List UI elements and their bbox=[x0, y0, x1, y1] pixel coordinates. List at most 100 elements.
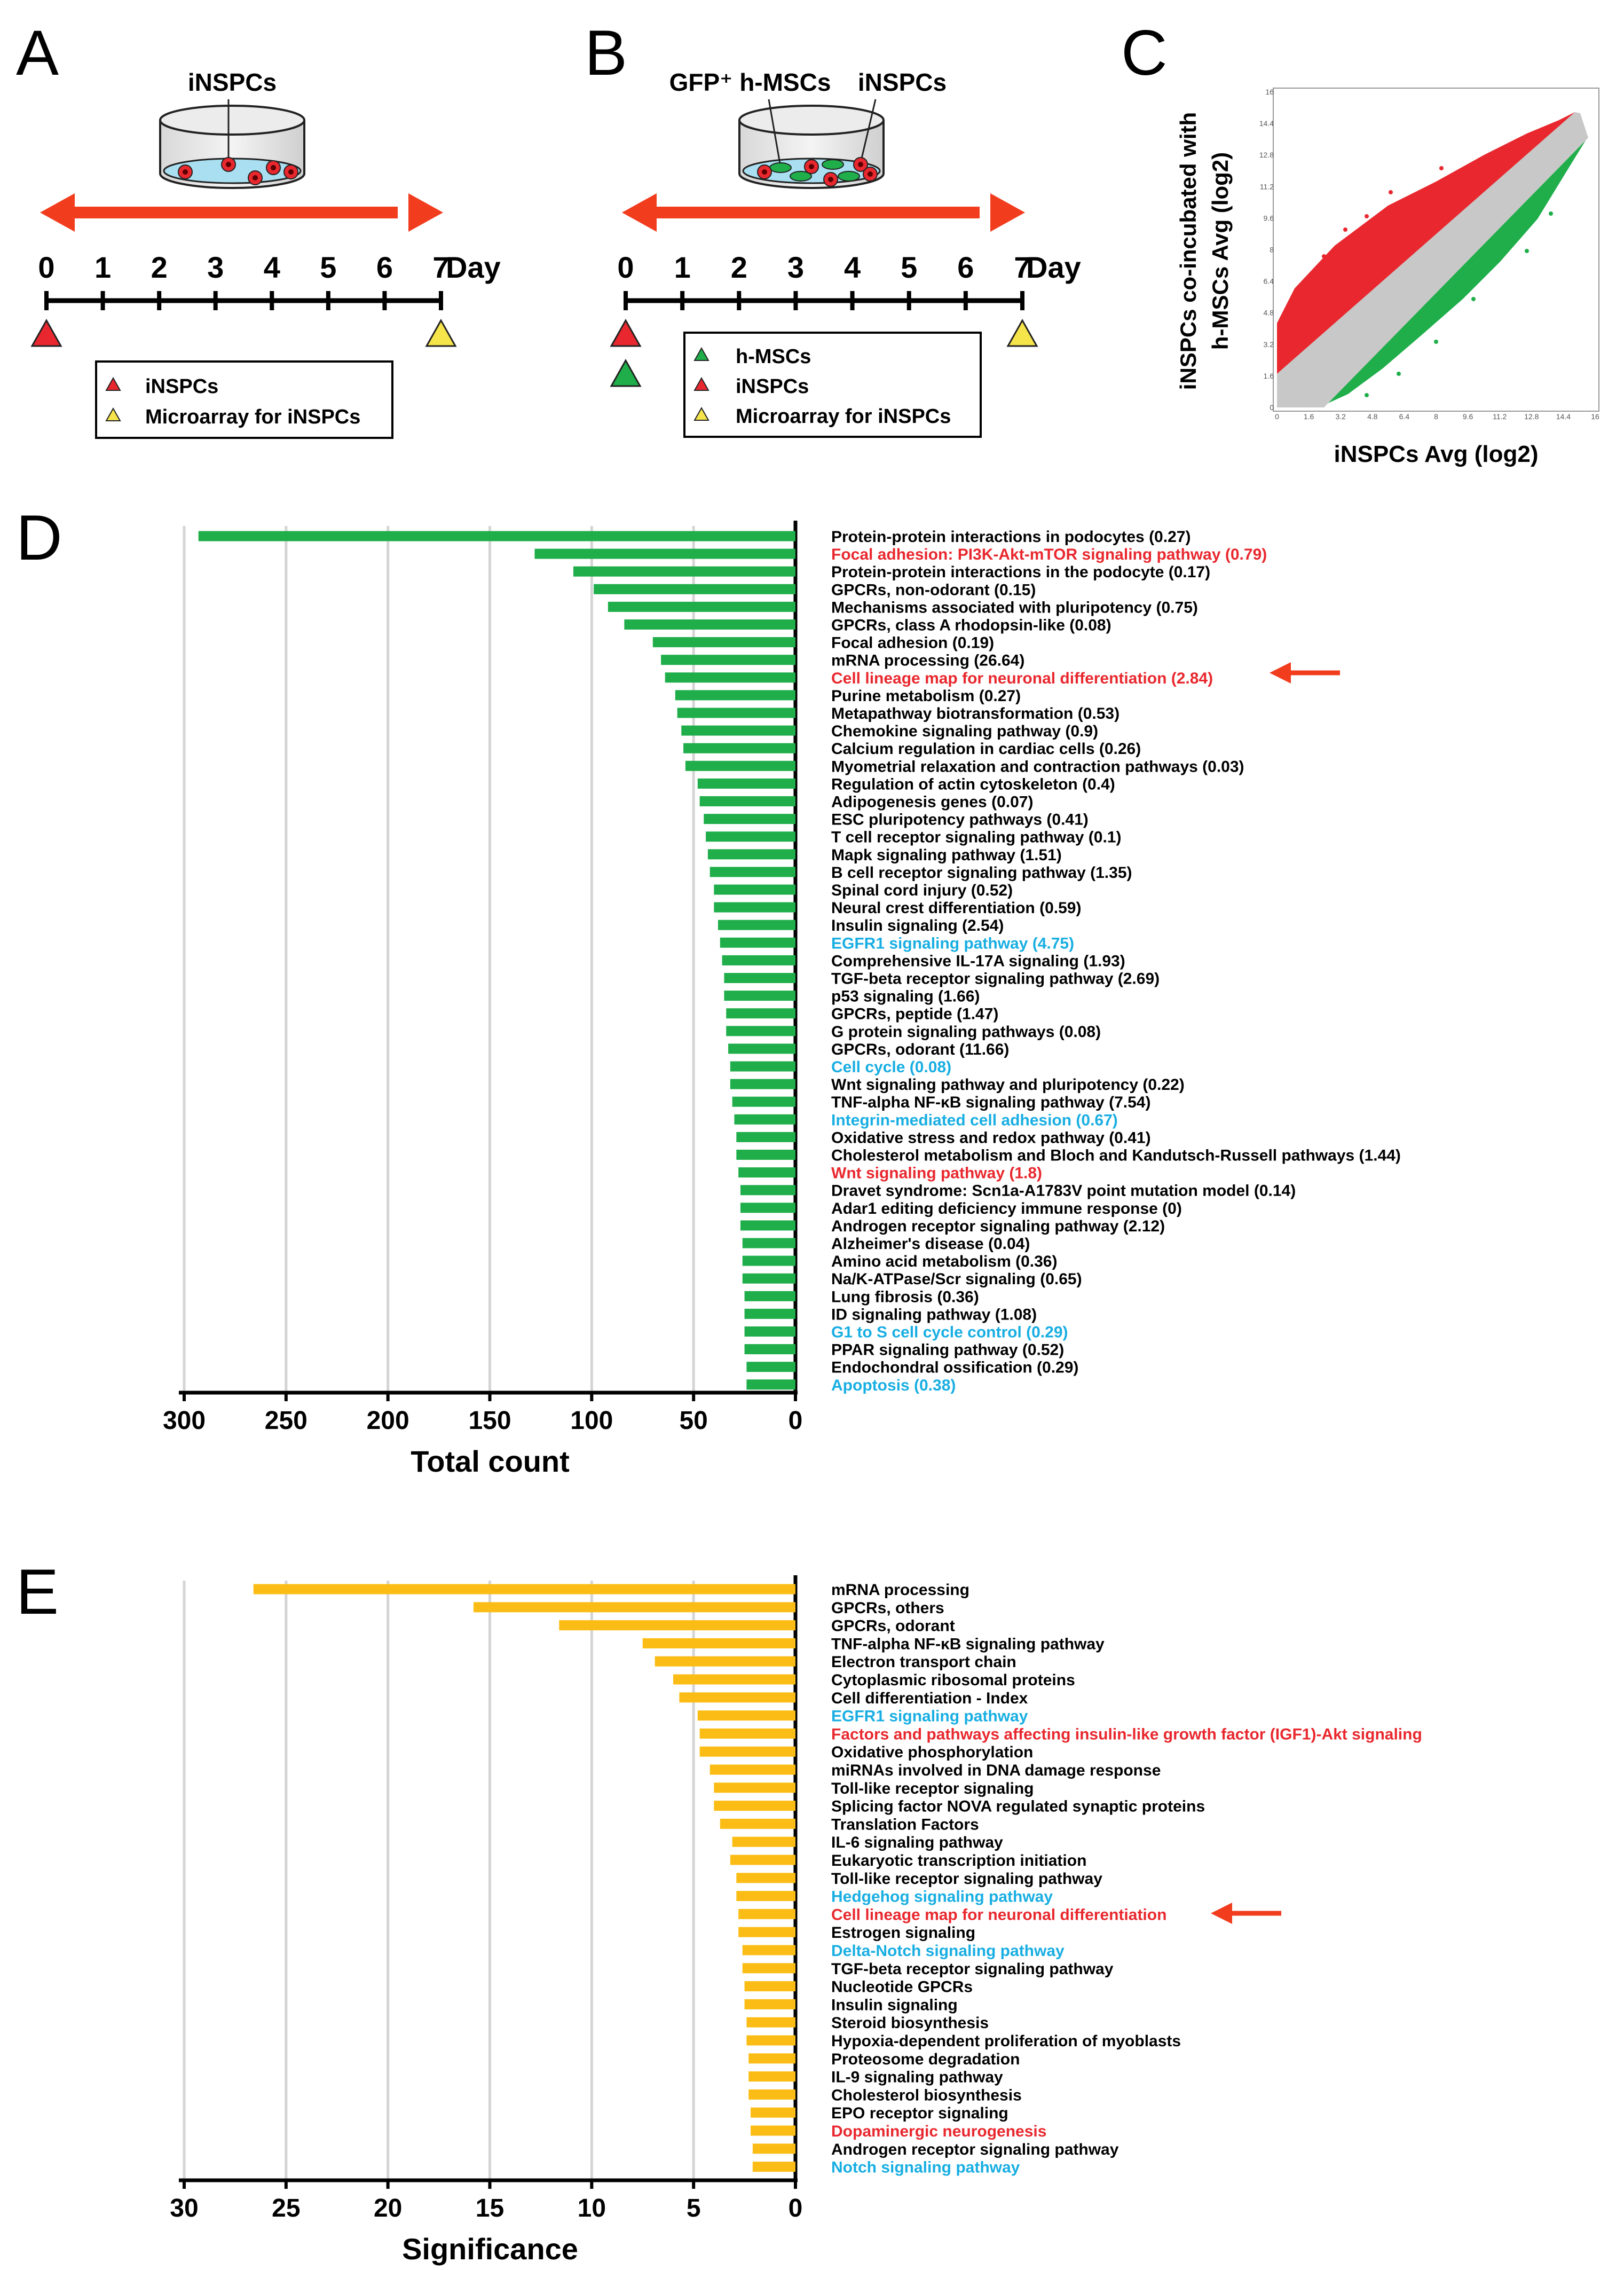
category-label: Steroid biosynthesis bbox=[831, 2014, 989, 2032]
category-label: Oxidative phosphorylation bbox=[831, 1743, 1033, 1761]
bar bbox=[642, 1638, 795, 1648]
x-tick-label: 11.2 bbox=[1493, 412, 1507, 421]
panel-c-unchanged-band bbox=[1277, 112, 1588, 407]
category-label: Endochondral ossification (0.29) bbox=[831, 1359, 1078, 1377]
bar bbox=[726, 1008, 795, 1019]
panel-b-cells bbox=[757, 157, 878, 187]
category-label: IL-9 signaling pathway bbox=[831, 2069, 1003, 2086]
panel-a-legend: iNSPCs Microarray for iNSPCs bbox=[95, 360, 393, 439]
bar bbox=[559, 1620, 795, 1631]
bar bbox=[707, 849, 795, 860]
x-tick-label: 12.8 bbox=[1524, 412, 1539, 421]
y-tick-label: 9.6 bbox=[1264, 214, 1274, 222]
bar bbox=[706, 831, 795, 842]
bar bbox=[740, 1220, 795, 1231]
panel-c-scatter-points bbox=[1306, 166, 1553, 397]
category-label: Apoptosis (0.38) bbox=[831, 1377, 956, 1394]
category-label: Androgen receptor signaling pathway (2.1… bbox=[831, 1218, 1165, 1235]
day-tick-label: 1 bbox=[674, 250, 691, 284]
category-label: Adar1 editing deficiency immune response… bbox=[831, 1200, 1182, 1218]
category-label: Mechanisms associated with pluripotency … bbox=[831, 599, 1198, 616]
day-tick-label: 5 bbox=[901, 250, 917, 284]
category-label: Focal adhesion: PI3K-Akt-mTOR signaling … bbox=[831, 546, 1267, 563]
x-axis-label: Total count bbox=[411, 1444, 570, 1478]
category-label: Purine metabolism (0.27) bbox=[831, 687, 1021, 705]
bar bbox=[720, 937, 795, 948]
panel-b-label: B bbox=[585, 17, 627, 89]
bar bbox=[746, 1362, 795, 1372]
day-tick-label: 0 bbox=[38, 250, 54, 284]
y-tick-label: 16 bbox=[1265, 88, 1274, 96]
x-tick-label: 10 bbox=[578, 2194, 606, 2222]
bar bbox=[742, 1945, 795, 1955]
category-label: Insulin signaling (2.54) bbox=[831, 917, 1004, 934]
category-label: TGF-beta receptor signaling pathway bbox=[831, 1960, 1114, 1978]
x-tick-label: 100 bbox=[570, 1407, 613, 1435]
panel-d-label: D bbox=[16, 502, 62, 574]
bar bbox=[742, 1238, 795, 1248]
category-label: Toll-like receptor signaling bbox=[831, 1780, 1034, 1797]
category-label: Dravet syndrome: Scn1a-A1783V point muta… bbox=[831, 1182, 1296, 1200]
x-tick-label: 0 bbox=[789, 2194, 803, 2222]
bar bbox=[736, 1150, 795, 1160]
category-label: TNF-alpha NF-κB signaling pathway (7.54) bbox=[831, 1094, 1150, 1111]
bar bbox=[740, 1185, 795, 1196]
panel-b-start-marker-red bbox=[610, 318, 642, 347]
bar bbox=[699, 1746, 795, 1757]
bar bbox=[198, 531, 795, 541]
category-label: Na/K-ATPase/Scr signaling (0.65) bbox=[831, 1270, 1082, 1288]
panel-c-label: C bbox=[1121, 17, 1168, 89]
bar bbox=[738, 1167, 795, 1178]
bar bbox=[714, 1782, 795, 1793]
category-label: Insulin signaling bbox=[831, 1996, 958, 2014]
panel-b-culture-dish bbox=[738, 99, 885, 189]
x-tick-label: 25 bbox=[272, 2194, 300, 2222]
category-label: B cell receptor signaling pathway (1.35) bbox=[831, 864, 1132, 882]
category-label: Amino acid metabolism (0.36) bbox=[831, 1253, 1057, 1270]
bar bbox=[709, 1764, 795, 1775]
panel-a-day-unit: Day bbox=[446, 250, 501, 284]
panel-a-cells bbox=[178, 157, 298, 185]
category-label: GPCRs, non-odorant (0.15) bbox=[831, 581, 1036, 599]
bar bbox=[704, 814, 795, 824]
category-label: GPCRs, class A rhodopsin-like (0.08) bbox=[831, 617, 1111, 634]
category-label: Integrin-mediated cell adhesion (0.67) bbox=[831, 1111, 1118, 1129]
panel-b: B GFP⁺ h-MSCs iNSPCs bbox=[585, 17, 1081, 438]
bar bbox=[714, 902, 795, 913]
panel-b-day-ticks: 0 1 2 3 4 5 6 7 bbox=[617, 250, 1031, 310]
y-tick-label: 4.8 bbox=[1264, 309, 1274, 317]
category-label: Comprehensive IL-17A signaling (1.93) bbox=[831, 952, 1125, 970]
category-label: mRNA processing (26.64) bbox=[831, 652, 1024, 670]
category-label: Mapk signaling pathway (1.51) bbox=[831, 846, 1062, 864]
category-label: Metapathway biotransformation (0.53) bbox=[831, 705, 1120, 722]
bar bbox=[724, 991, 795, 1001]
category-label: Factors and pathways affecting insulin-l… bbox=[831, 1725, 1422, 1743]
bar bbox=[752, 2162, 795, 2172]
bar bbox=[751, 2107, 795, 2118]
day-tick-label: 6 bbox=[376, 250, 393, 284]
category-label: Protein-protein interactions in the podo… bbox=[831, 563, 1210, 581]
day-tick-label: 0 bbox=[617, 250, 634, 284]
category-label: Wnt signaling pathway and pluripotency (… bbox=[831, 1076, 1185, 1094]
panel-b-legend-hmscs: h-MSCs bbox=[736, 345, 811, 368]
bar bbox=[746, 2035, 795, 2046]
bar bbox=[742, 1273, 795, 1284]
bar bbox=[744, 1291, 795, 1301]
panel-d-chart: 300 250 200 150 100 50 0 Total count Protein-pro… bbox=[163, 521, 1401, 1478]
panel-b-dish-label-left: GFP⁺ h-MSCs bbox=[669, 68, 831, 96]
category-label: Focal adhesion (0.19) bbox=[831, 634, 994, 652]
category-label: Delta-Notch signaling pathway bbox=[831, 1942, 1065, 1960]
bar bbox=[697, 1710, 795, 1721]
day-tick-label: 3 bbox=[207, 250, 224, 284]
bar bbox=[608, 601, 795, 612]
day-tick-label: 1 bbox=[94, 250, 111, 284]
category-label: ESC pluripotency pathways (0.41) bbox=[831, 811, 1089, 829]
x-tick-label: 14.4 bbox=[1556, 412, 1571, 421]
bar bbox=[738, 1927, 795, 1937]
x-tick-label: 15 bbox=[476, 2194, 504, 2222]
category-label: Cell lineage map for neuronal differenti… bbox=[831, 1906, 1166, 1923]
x-tick-label: 16 bbox=[1591, 412, 1599, 421]
category-label: p53 signaling (1.66) bbox=[831, 988, 980, 1006]
x-tick-label: 300 bbox=[163, 1407, 206, 1435]
category-label: Spinal cord injury (0.52) bbox=[831, 882, 1013, 899]
